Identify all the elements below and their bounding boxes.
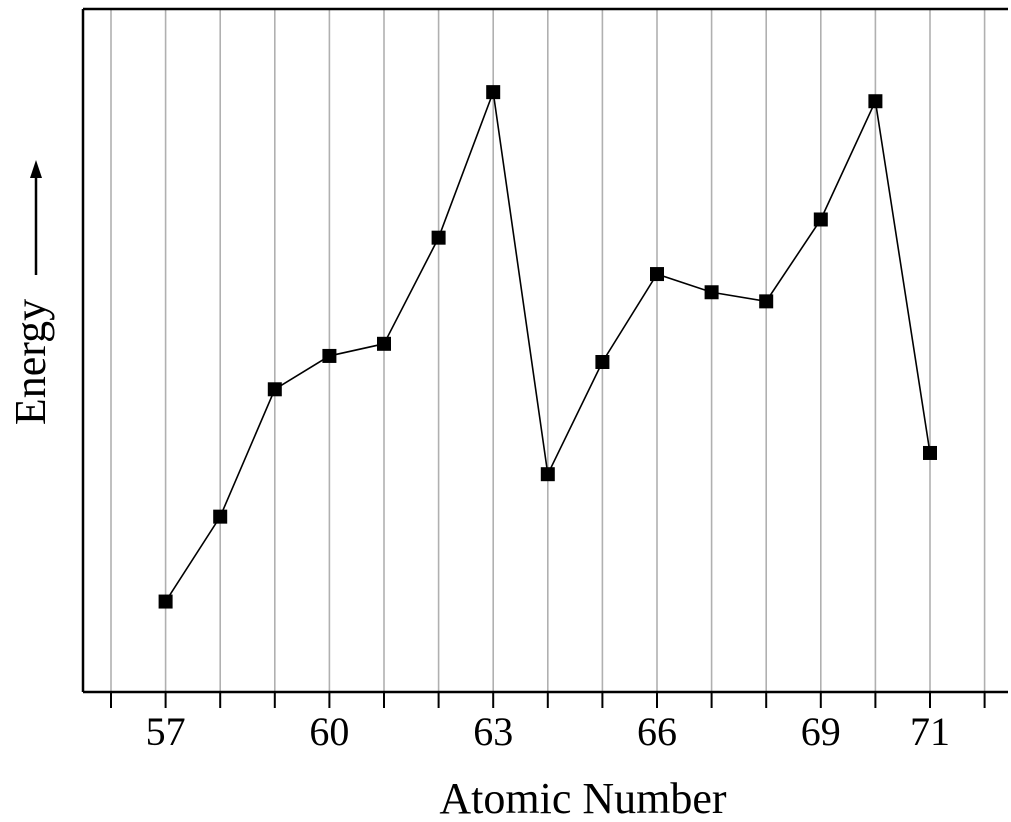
data-point: [759, 294, 774, 309]
y-axis-arrow-icon: [30, 160, 42, 275]
series: [158, 85, 937, 609]
x-axis-label: Atomic Number: [439, 774, 727, 822]
data-point: [158, 594, 173, 609]
data-point: [923, 445, 937, 460]
x-tick-label: 60: [309, 709, 349, 754]
grid-lines: [110, 9, 986, 692]
data-point: [813, 212, 828, 227]
data-point: [267, 382, 282, 397]
x-tick-label: 57: [146, 709, 186, 754]
data-point: [540, 467, 555, 482]
plot-frame: [81, 7, 1008, 694]
data-point: [486, 85, 501, 100]
x-tick-label: 69: [801, 709, 841, 754]
data-point: [431, 230, 446, 245]
data-point: [650, 267, 664, 282]
x-tick-label: 66: [637, 709, 677, 754]
tick-labels: 57 60 63 66 69 71: [146, 709, 950, 754]
data-point: [377, 336, 391, 351]
data-point: [322, 348, 337, 363]
data-point: [213, 509, 228, 524]
x-tick-label: 71: [910, 709, 950, 754]
x-ticks: [110, 692, 986, 708]
y-axis-label: Energy: [6, 299, 55, 425]
data-point: [704, 285, 719, 300]
x-tick-label: 63: [473, 709, 513, 754]
data-point: [868, 94, 883, 109]
data-point: [595, 355, 610, 369]
